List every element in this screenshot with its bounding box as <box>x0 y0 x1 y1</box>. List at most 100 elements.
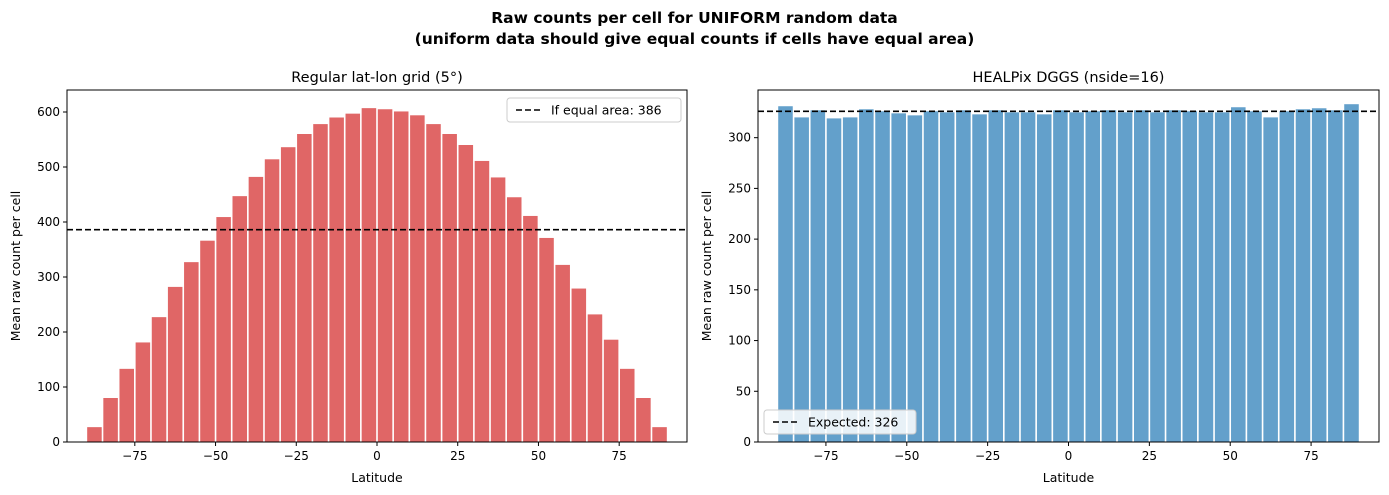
figure-title-line-2: (uniform data should give equal counts i… <box>414 30 975 48</box>
bar: 62.5: 320 <box>1263 117 1278 442</box>
legend-label: If equal area: 386 <box>551 103 662 118</box>
bar: 7.5: 326 <box>1085 111 1101 443</box>
x-tick-label: −50 <box>894 449 919 463</box>
bar: 2.5: 605 <box>377 109 393 442</box>
bar: -67.5: 320 <box>842 117 858 442</box>
y-tick-label: 200 <box>37 325 60 339</box>
bar: -47.5: 409 <box>216 217 231 442</box>
legend: Expected: 326 <box>763 409 917 435</box>
y-axis-label: Mean raw count per cell <box>8 191 23 342</box>
bar: 82.5: 80 <box>636 398 651 442</box>
y-tick-label: 100 <box>37 380 60 394</box>
bar: -62.5: 328 <box>859 109 874 443</box>
bar: -32.5: 514 <box>264 159 280 443</box>
bar-series: -87.5: 331-82.5: 320-77.5: 327-72.5: 319… <box>778 104 1359 443</box>
y-tick-label: 200 <box>728 232 751 246</box>
bar: 27.5: 325 <box>1150 112 1165 442</box>
bar: -22.5: 327 <box>988 110 1003 442</box>
bar: -72.5: 181 <box>135 342 151 442</box>
y-tick-label: 300 <box>728 131 751 145</box>
bar: 7.5: 601 <box>393 111 409 442</box>
bar: 42.5: 445 <box>506 197 522 442</box>
bar: -67.5: 227 <box>151 317 167 442</box>
bar: -52.5: 324 <box>891 113 906 442</box>
y-tick-label: 100 <box>728 334 751 348</box>
bar: -77.5: 133 <box>119 368 134 442</box>
bar: 27.5: 540 <box>458 145 474 442</box>
bar: -42.5: 447 <box>232 196 248 442</box>
bar: -52.5: 366 <box>200 240 215 442</box>
bar: 12.5: 594 <box>410 115 425 443</box>
bar: 57.5: 326 <box>1247 111 1262 443</box>
x-tick-label: 50 <box>1223 449 1238 463</box>
x-tick-label: 75 <box>1303 449 1318 463</box>
x-axis-label: Latitude <box>1043 470 1095 485</box>
bar: 62.5: 279 <box>571 288 587 442</box>
bar: -42.5: 326 <box>923 111 939 443</box>
x-tick-label: −25 <box>284 449 309 463</box>
bar: 67.5: 232 <box>587 314 603 442</box>
bar: 17.5: 325 <box>1117 112 1133 442</box>
bar: 17.5: 578 <box>426 124 441 442</box>
bar: -57.5: 327 <box>184 262 199 442</box>
x-tick-label: 50 <box>531 449 546 463</box>
bar: -82.5: 320 <box>794 117 809 442</box>
bar: -32.5: 327 <box>956 110 971 442</box>
bar: -2.5: 607 <box>361 108 377 443</box>
bar: -27.5: 323 <box>972 114 987 442</box>
x-tick-label: −50 <box>203 449 228 463</box>
y-tick-label: 50 <box>736 384 751 398</box>
x-tick-label: 25 <box>1142 449 1157 463</box>
bar: -17.5: 325 <box>1004 112 1020 442</box>
y-axis-label: Mean raw count per cell <box>699 191 714 342</box>
bar: 57.5: 322 <box>555 264 570 442</box>
bar: -2.5: 327 <box>1053 110 1068 442</box>
bar: -82.5: 80 <box>103 398 118 442</box>
chart-title: HEALPix DGGS (nside=16) <box>973 70 1165 86</box>
bar: -12.5: 590 <box>329 117 344 442</box>
bar: -87.5: 331 <box>778 106 793 442</box>
x-tick-label: 0 <box>373 449 381 463</box>
bar: -37.5: 482 <box>248 176 264 442</box>
y-tick-label: 400 <box>37 215 60 229</box>
bar: 52.5: 330 <box>1231 107 1246 443</box>
figure-title-line-1: Raw counts per cell for UNIFORM random d… <box>491 9 898 27</box>
legend-box <box>763 409 917 435</box>
bar: -22.5: 560 <box>297 134 312 442</box>
bar: -12.5: 325 <box>1020 112 1036 442</box>
y-tick-label: 0 <box>52 435 60 449</box>
bar: 47.5: 411 <box>523 215 538 442</box>
bar: -17.5: 578 <box>313 124 328 442</box>
bar: 37.5: 481 <box>490 177 506 442</box>
legend-box <box>506 97 682 123</box>
x-tick-label: −75 <box>122 449 147 463</box>
bar: 52.5: 371 <box>539 237 554 442</box>
bar-series: -87.5: 27-82.5: 80-77.5: 133-72.5: 181-6… <box>87 108 667 443</box>
y-tick-label: 0 <box>743 435 751 449</box>
y-tick-label: 500 <box>37 160 60 174</box>
x-tick-label: −75 <box>813 449 838 463</box>
y-tick-label: 250 <box>728 181 751 195</box>
x-axis-label: Latitude <box>351 470 403 485</box>
bar: 87.5: 333 <box>1344 104 1359 442</box>
legend: If equal area: 386 <box>506 97 682 123</box>
y-tick-label: 300 <box>37 270 60 284</box>
bar: 87.5: 27 <box>652 427 667 442</box>
bar: -57.5: 326 <box>875 111 890 443</box>
bar: -72.5: 319 <box>826 118 842 443</box>
y-tick-label: 600 <box>37 105 60 119</box>
bar: -7.5: 597 <box>345 113 361 443</box>
bar: -27.5: 536 <box>280 147 296 442</box>
bar: 32.5: 327 <box>1166 110 1181 442</box>
legend-label: Expected: 326 <box>808 415 898 430</box>
bar: 67.5: 326 <box>1279 111 1295 443</box>
x-tick-label: 25 <box>450 449 465 463</box>
bar: 37.5: 326 <box>1182 111 1198 443</box>
x-tick-label: −25 <box>975 449 1000 463</box>
bar: -37.5: 325 <box>939 112 955 442</box>
y-tick-label: 150 <box>728 283 751 297</box>
bar: 72.5: 328 <box>1295 109 1311 443</box>
x-tick-label: 75 <box>612 449 627 463</box>
bar: 12.5: 327 <box>1101 110 1117 442</box>
